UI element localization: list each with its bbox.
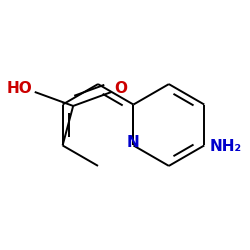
Text: NH₂: NH₂	[210, 139, 242, 154]
Text: HO: HO	[6, 81, 32, 96]
Text: O: O	[114, 81, 127, 96]
Text: N: N	[127, 135, 140, 150]
